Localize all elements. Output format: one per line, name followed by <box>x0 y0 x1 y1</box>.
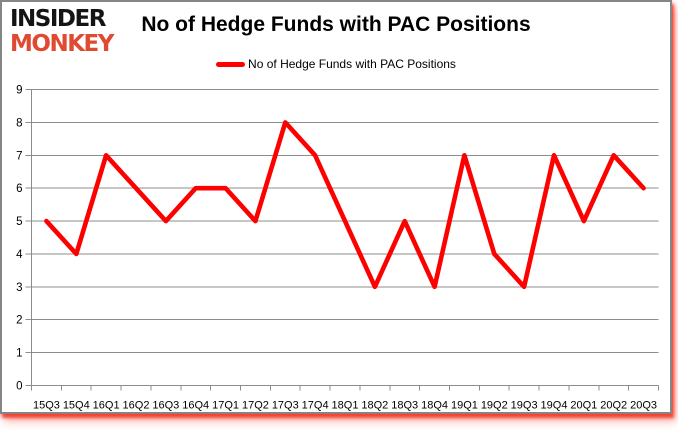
y-axis-tick-label: 8 <box>16 117 22 129</box>
series-line <box>44 120 646 290</box>
y-axis-tick-label: 7 <box>16 150 22 162</box>
x-axis-tick-label: 20Q3 <box>630 400 657 412</box>
y-axis-tick-label: 4 <box>16 249 23 261</box>
y-axis-tick-label: 0 <box>16 381 22 393</box>
y-axis-tick-label: 5 <box>16 216 22 228</box>
y-axis-tick-label: 3 <box>16 282 22 294</box>
x-axis-tick-label: 19Q2 <box>481 400 508 412</box>
x-axis-tick-label: 16Q3 <box>152 400 179 412</box>
x-axis-tick-label: 18Q1 <box>332 400 359 412</box>
x-axis-tick-label: 17Q1 <box>212 400 239 412</box>
legend-series-label: No of Hedge Funds with PAC Positions <box>248 57 456 71</box>
x-axis-tick-label: 18Q2 <box>361 400 388 412</box>
logo-text-monkey: MONKEY <box>10 31 114 57</box>
x-axis-tick-label: 16Q2 <box>123 400 150 412</box>
y-axis-tick-label: 9 <box>16 85 22 97</box>
x-axis-tick-label: 18Q3 <box>391 400 418 412</box>
x-axis-tick-label: 18Q4 <box>421 400 448 412</box>
x-axis-tick-label: 17Q3 <box>272 400 299 412</box>
x-axis-tick-label: 20Q2 <box>600 400 627 412</box>
y-axis-tick-label: 2 <box>16 315 22 327</box>
x-axis-tick-label: 15Q3 <box>33 400 60 412</box>
y-axis-tick-label: 1 <box>16 348 22 360</box>
x-axis-tick-label: 20Q1 <box>570 400 597 412</box>
x-axis-tick-label: 19Q4 <box>541 400 568 412</box>
legend-line-swatch-icon <box>216 61 246 67</box>
chart-legend: No of Hedge Funds with PAC Positions <box>40 57 632 71</box>
x-axis-tick-label: 19Q1 <box>451 400 478 412</box>
logo-text-insider: INSIDER <box>10 6 106 32</box>
x-axis-tick-label: 17Q4 <box>302 400 329 412</box>
chart-frame <box>0 0 672 414</box>
chart-title: No of Hedge Funds with PAC Positions <box>141 13 531 36</box>
insider-monkey-logo: INSIDER MONKEY <box>10 6 114 57</box>
x-axis-tick-label: 19Q3 <box>511 400 538 412</box>
x-axis-tick-label: 15Q4 <box>63 400 90 412</box>
y-axis-tick-label: 6 <box>16 183 22 195</box>
x-axis-tick-label: 17Q2 <box>242 400 269 412</box>
x-axis-tick-label: 16Q1 <box>93 400 120 412</box>
x-axis-tick-label: 16Q4 <box>182 400 209 412</box>
